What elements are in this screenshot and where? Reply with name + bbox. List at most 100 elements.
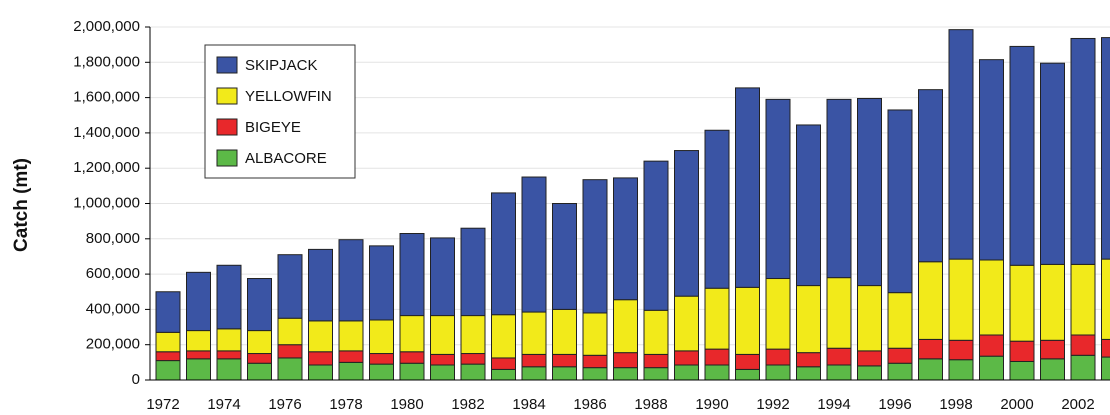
bar-segment bbox=[247, 278, 272, 332]
bar-segment bbox=[796, 352, 821, 368]
bar-segment bbox=[186, 358, 211, 381]
bar-segment bbox=[1070, 334, 1096, 356]
bar-segment bbox=[308, 364, 333, 381]
bar-segment bbox=[338, 239, 364, 322]
bar-segment bbox=[430, 364, 455, 381]
y-tick-label: 1,800,000 bbox=[73, 53, 140, 70]
x-tick-label: 1974 bbox=[207, 396, 240, 413]
y-tick-label: 200,000 bbox=[86, 336, 140, 353]
bar-segment bbox=[247, 330, 272, 355]
bar-segment bbox=[948, 339, 974, 361]
bar-segment bbox=[1009, 340, 1035, 362]
bar-segment bbox=[857, 350, 882, 367]
bar-segment bbox=[1040, 62, 1065, 265]
bar-segment bbox=[948, 258, 974, 341]
bar-segment bbox=[1101, 356, 1110, 381]
bar-segment bbox=[430, 353, 455, 366]
bar-segment bbox=[582, 354, 608, 369]
bar-segment bbox=[674, 150, 699, 297]
legend-swatch bbox=[216, 118, 238, 136]
bar-segment bbox=[765, 98, 791, 280]
bar-segment bbox=[674, 295, 699, 352]
bar-segment bbox=[338, 320, 364, 352]
bar-segment bbox=[918, 358, 943, 381]
y-tick-label: 400,000 bbox=[86, 300, 140, 317]
bar-segment bbox=[460, 227, 486, 317]
bar-segment bbox=[765, 364, 791, 381]
bar-segment bbox=[216, 328, 242, 352]
bar-segment bbox=[735, 353, 760, 370]
bar-segment bbox=[552, 366, 577, 381]
bar-segment bbox=[765, 348, 791, 366]
bar-segment bbox=[643, 353, 669, 369]
bar-segment bbox=[735, 87, 760, 288]
bar-segment bbox=[369, 245, 394, 321]
y-tick-label: 2,000,000 bbox=[73, 18, 140, 35]
bar-segment bbox=[1101, 258, 1110, 340]
bar-segment bbox=[552, 353, 577, 368]
bar-segment bbox=[704, 348, 730, 366]
x-tick-label: 1994 bbox=[817, 396, 850, 413]
bar-segment bbox=[277, 357, 303, 381]
bar-segment bbox=[735, 286, 760, 355]
x-tick-label: 1980 bbox=[390, 396, 423, 413]
bar-segment bbox=[979, 355, 1004, 381]
bar-segment bbox=[1070, 263, 1096, 336]
bar-segment bbox=[308, 351, 333, 366]
bar-segment bbox=[369, 319, 394, 355]
bar-segment bbox=[186, 271, 211, 332]
y-axis-label: Catch (mt) bbox=[11, 158, 32, 252]
bar-segment bbox=[552, 203, 577, 310]
bar-segment bbox=[1040, 263, 1065, 341]
bar-segment bbox=[155, 351, 181, 362]
bar-segment bbox=[1040, 358, 1065, 381]
x-tick-label: 1972 bbox=[146, 396, 179, 413]
bar-segment bbox=[186, 330, 211, 352]
legend-label: BIGEYE bbox=[245, 119, 301, 136]
bar-segment bbox=[491, 368, 516, 381]
bar-segment bbox=[521, 176, 547, 313]
bar-segment bbox=[613, 177, 638, 301]
bar-segment bbox=[948, 359, 974, 381]
legend-label: SKIPJACK bbox=[245, 57, 318, 74]
legend-swatch bbox=[216, 149, 238, 167]
y-tick-label: 600,000 bbox=[86, 265, 140, 282]
bar-segment bbox=[491, 314, 516, 359]
bar-segment bbox=[674, 350, 699, 366]
x-tick-label: 1984 bbox=[512, 396, 545, 413]
bar-segment bbox=[338, 350, 364, 363]
bar-segment bbox=[460, 353, 486, 365]
bar-segment bbox=[308, 248, 333, 322]
bar-segment bbox=[582, 179, 608, 314]
bar-segment bbox=[216, 358, 242, 381]
bar-segment bbox=[643, 309, 669, 355]
bar-segment bbox=[613, 352, 638, 369]
bar-segment bbox=[399, 351, 425, 364]
bar-segment bbox=[277, 254, 303, 319]
bar-segment bbox=[155, 360, 181, 381]
bar-segment bbox=[1070, 37, 1096, 265]
bar-segment bbox=[704, 287, 730, 350]
bar-segment bbox=[582, 312, 608, 356]
bar-segment bbox=[979, 259, 1004, 336]
bar-segment bbox=[887, 292, 913, 349]
bar-segment bbox=[857, 97, 882, 287]
bar-segment bbox=[613, 367, 638, 381]
x-tick-label: 1986 bbox=[573, 396, 606, 413]
bar-segment bbox=[399, 233, 425, 317]
bar-segment bbox=[887, 347, 913, 364]
bar-segment bbox=[552, 308, 577, 355]
bar-segment bbox=[1101, 338, 1110, 358]
bar-segment bbox=[796, 285, 821, 354]
bar-segment bbox=[491, 192, 516, 316]
bar-segment bbox=[704, 129, 730, 289]
x-tick-label: 1988 bbox=[634, 396, 667, 413]
bar-segment bbox=[399, 362, 425, 381]
x-tick-label: 1992 bbox=[756, 396, 789, 413]
bar-segment bbox=[704, 364, 730, 381]
bar-segment bbox=[521, 311, 547, 355]
bar-segment bbox=[979, 59, 1004, 261]
y-tick-label: 800,000 bbox=[86, 230, 140, 247]
bar-segment bbox=[521, 353, 547, 368]
